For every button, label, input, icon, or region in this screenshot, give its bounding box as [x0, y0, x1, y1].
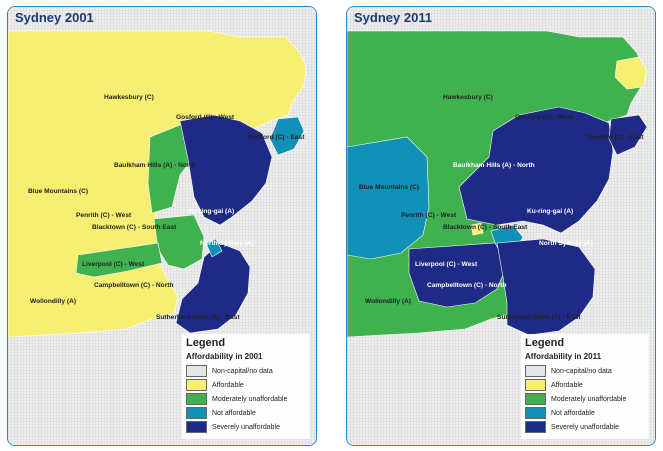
label-sutherland: Sutherland Shire (A) - East: [156, 314, 240, 321]
map-2011: Hawkesbury (C) Gosford (C) - West Gosfor…: [347, 7, 655, 445]
label-hawkesbury: Hawkesbury (C): [443, 94, 493, 101]
legend-item-no-data: Non-capital/no data: [525, 365, 645, 377]
region-yellow-central: [470, 222, 484, 236]
label-ku-ring-gai: Ku-ring-gai (A): [527, 208, 573, 215]
label-gosford-west: Gosford (C) - West: [176, 114, 235, 121]
label-hawkesbury: Hawkesbury (C): [104, 94, 154, 101]
label-gosford-east: Gosford (C) - East: [587, 134, 644, 141]
swatch-severely-unaffordable: [525, 421, 546, 433]
region-navy-south: [175, 242, 251, 334]
label-liverpool: Liverpool (C) - West: [82, 261, 145, 268]
swatch-no-data: [525, 365, 546, 377]
swatch-not-affordable: [525, 407, 546, 419]
legend-item-affordable: Affordable: [525, 379, 645, 391]
swatch-moderately-unaffordable: [525, 393, 546, 405]
label-blacktown: Blacktown (C) - South East: [443, 224, 528, 231]
label-blue-mountains: Blue Mountains (C): [28, 188, 88, 195]
label-sutherland: Sutherland Shire (A) - East: [497, 314, 581, 321]
map-2001: Hawkesbury (C) Gosford (C) - West Gosfor…: [8, 7, 316, 445]
label-ku-ring-gai: Ku-ring-gai (A): [188, 208, 234, 215]
label-liverpool: Liverpool (C) - West: [415, 261, 478, 268]
legend-item-no-data: Non-capital/no data: [186, 365, 306, 377]
region-blue-mountains: [347, 136, 430, 260]
label-wollondilly: Wollondilly (A): [365, 298, 411, 305]
map-panel-2011: Sydney 2011 Hawkesbury (C) Gosford (C) -…: [346, 6, 656, 446]
label-campbelltown: Campbelltown (C) - North: [94, 282, 173, 289]
swatch-severely-unaffordable: [186, 421, 207, 433]
legend-title: Legend: [525, 337, 565, 349]
region-teal-central: [205, 238, 223, 258]
swatch-moderately-unaffordable: [186, 393, 207, 405]
region-navy-north: [179, 114, 273, 226]
legend-2001: Legend Affordability in 2001 Non-capital…: [182, 334, 310, 439]
label-gosford-west: Gosford (C) - West: [515, 114, 574, 121]
legend-subtitle: Affordability in 2011: [525, 352, 602, 361]
label-north-sydney: North Sydney (A): [200, 240, 254, 247]
legend-item-not-affordable: Not affordable: [525, 407, 645, 419]
legend-item-moderately-unaffordable: Moderately unaffordable: [186, 393, 306, 405]
map-panel-2001: Sydney 2001 Hawkesbury (C) Gosford (C) -…: [7, 6, 317, 446]
label-campbelltown: Campbelltown (C) - North: [427, 282, 506, 289]
swatch-no-data: [186, 365, 207, 377]
label-blacktown: Blacktown (C) - South East: [92, 224, 177, 231]
legend-item-moderately-unaffordable: Moderately unaffordable: [525, 393, 645, 405]
label-blue-mountains: Blue Mountains (C): [359, 184, 419, 191]
region-gosford-east: [608, 114, 648, 156]
label-penrith: Penrith (C) - West: [76, 212, 132, 219]
region-yellow-northeast: [614, 56, 648, 90]
region-navy-south: [496, 238, 596, 336]
legend-title: Legend: [186, 337, 226, 349]
map-title: Sydney 2011: [354, 10, 433, 25]
label-wollondilly: Wollondilly (A): [30, 298, 76, 305]
label-gosford-east: Gosford (C) - East: [248, 134, 305, 141]
legend-subtitle: Affordability in 2001: [186, 352, 263, 361]
swatch-affordable: [525, 379, 546, 391]
legend-item-severely-unaffordable: Severely unaffordable: [186, 421, 306, 433]
legend-item-not-affordable: Not affordable: [186, 407, 306, 419]
label-penrith: Penrith (C) - West: [401, 212, 457, 219]
legend-item-affordable: Affordable: [186, 379, 306, 391]
map-title: Sydney 2001: [15, 10, 94, 25]
label-north-sydney: North Sydney (A): [539, 240, 593, 247]
region-gosford-east: [269, 116, 305, 156]
legend-2011: Legend Affordability in 2011 Non-capital…: [521, 334, 649, 439]
region-navy-north: [458, 106, 614, 234]
label-baulkham-hills: Baulkham Hills (A) - North: [453, 162, 535, 169]
swatch-not-affordable: [186, 407, 207, 419]
label-baulkham-hills: Baulkham Hills (A) - North: [114, 162, 196, 169]
region-liverpool-west: [75, 242, 163, 278]
swatch-affordable: [186, 379, 207, 391]
legend-item-severely-unaffordable: Severely unaffordable: [525, 421, 645, 433]
